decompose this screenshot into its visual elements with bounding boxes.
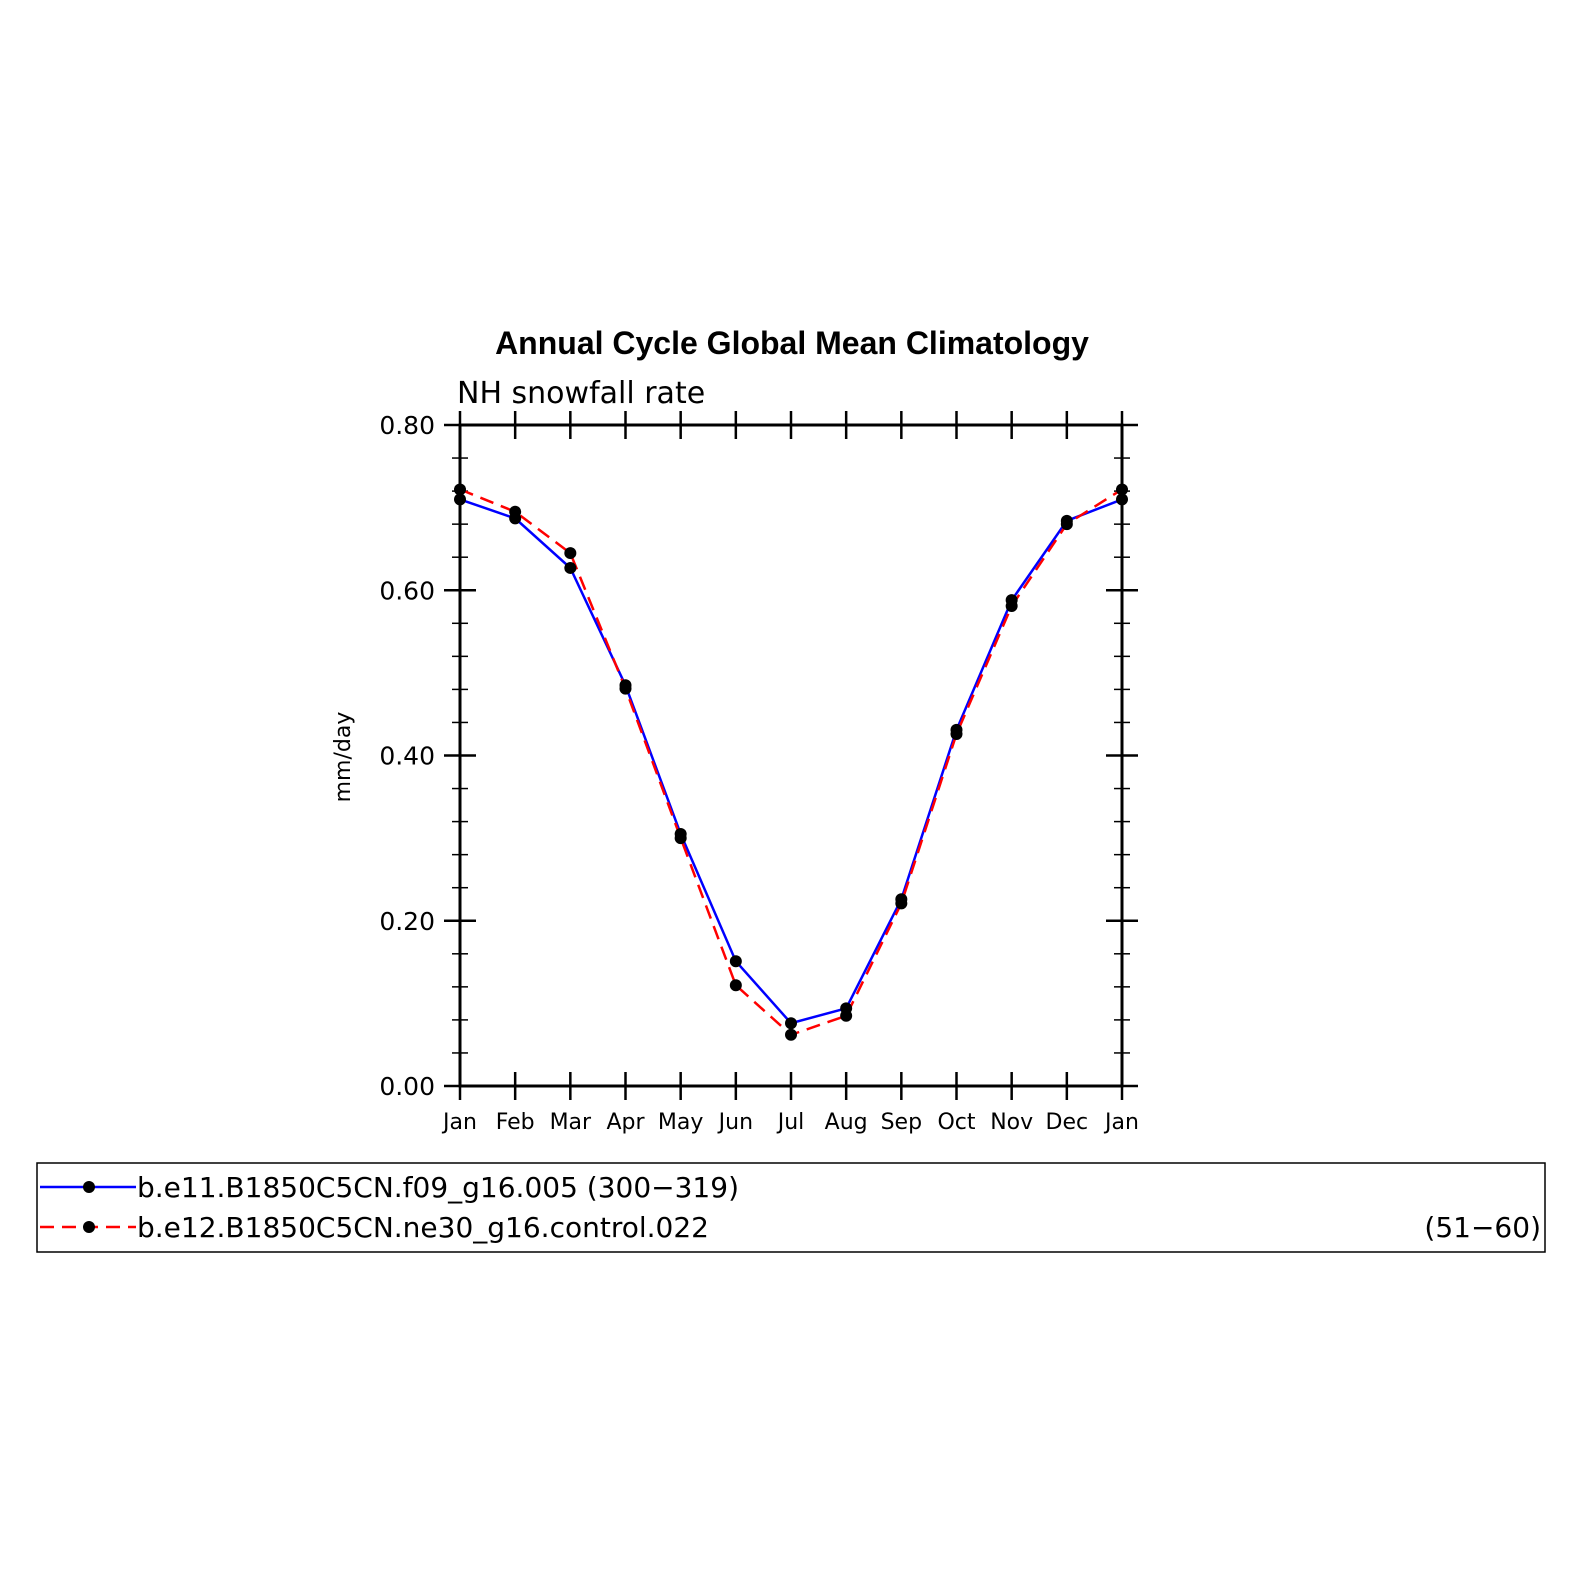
legend: b.e11.B1850C5CN.f09_g16.005 (300−319) b.…: [36, 1162, 1546, 1253]
x-tick-label: Oct: [937, 1110, 975, 1135]
plot-border: [458, 423, 1124, 1088]
x-axis: Jan Feb Mar Apr May Jun Jul Aug Sep Oct Nov Dec Jan: [441, 411, 1139, 1135]
series-0-point: [785, 1017, 797, 1030]
series-1-point: [1060, 518, 1073, 531]
legend-box: [36, 1162, 1546, 1253]
series-line-1: [459, 488, 1123, 1037]
y-tick-label: 0.40: [379, 742, 435, 771]
series-0-point: [729, 955, 742, 968]
legend-marker-series-1: [83, 1221, 95, 1233]
y-tick-label: 0.60: [379, 576, 435, 605]
series-1-point: [895, 897, 908, 910]
x-tick-label: Sep: [881, 1110, 922, 1135]
legend-label-series-1: b.e12.B1850C5CN.ne30_g16.control.022: [137, 1211, 709, 1244]
series-1-point: [785, 1028, 797, 1041]
series-1-point: [1116, 483, 1128, 496]
x-tick-label: Jan: [441, 1110, 477, 1135]
y-tick-label: 0.80: [379, 411, 435, 440]
series-1-point: [840, 1009, 853, 1022]
x-tick-label: Feb: [496, 1110, 535, 1135]
series-1-point: [509, 505, 522, 518]
series-1-point: [1005, 599, 1018, 612]
y-axis: 0.00 0.20 0.40 0.60 0.80: [379, 411, 1138, 1101]
legend-label-series-1-suffix: (51−60): [1424, 1211, 1541, 1244]
chart-subtitle: NH snowfall rate: [457, 376, 705, 411]
x-tick-label: Aug: [825, 1110, 868, 1135]
x-tick-label: Dec: [1046, 1110, 1089, 1135]
plot-frame: [458, 423, 1124, 1088]
series-1-point: [950, 728, 963, 741]
x-tick-label: Jun: [717, 1110, 753, 1135]
series-1-point: [619, 682, 632, 695]
y-axis-label: mm/day: [331, 712, 356, 803]
series-1-point: [729, 979, 742, 992]
series-1-point: [564, 547, 577, 560]
y-tick-label: 0.00: [379, 1072, 435, 1101]
x-tick-label: Nov: [990, 1110, 1033, 1135]
y-tick-label: 0.20: [379, 907, 435, 936]
series-line-0: [459, 498, 1123, 1025]
legend-marker-series-0: [83, 1181, 95, 1193]
chart-title: Annual Cycle Global Mean Climatology: [495, 325, 1089, 361]
x-tick-label: Mar: [550, 1110, 592, 1135]
x-tick-label: Apr: [606, 1110, 645, 1135]
x-tick-label: Jan: [1103, 1110, 1139, 1135]
series-0-point: [1116, 493, 1128, 506]
series-1-point: [454, 483, 466, 496]
series-0-point: [564, 561, 577, 574]
x-tick-label: Jul: [776, 1110, 805, 1135]
x-tick-label: May: [658, 1110, 703, 1135]
series-1-point: [674, 832, 687, 845]
legend-label-series-0: b.e11.B1850C5CN.f09_g16.005 (300−319): [137, 1171, 739, 1204]
series-layer: [454, 483, 1128, 1041]
series-0-point: [454, 493, 466, 506]
